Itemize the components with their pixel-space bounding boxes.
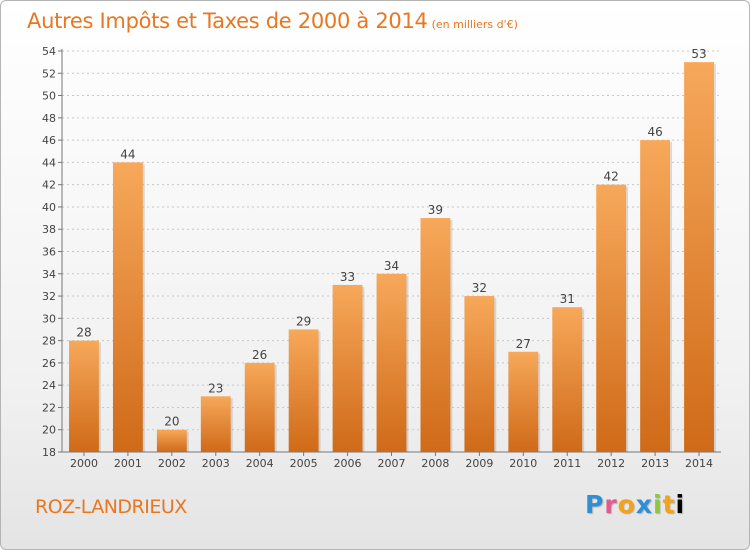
y-tick-label: 34 bbox=[42, 268, 56, 281]
y-tick-label: 20 bbox=[42, 424, 56, 437]
y-tick-label: 22 bbox=[42, 401, 56, 414]
x-tick-label: 2014 bbox=[685, 457, 713, 470]
bar-value-label: 46 bbox=[647, 125, 662, 139]
y-tick-label: 48 bbox=[42, 112, 56, 125]
bar-value-label: 53 bbox=[691, 47, 706, 61]
bar bbox=[420, 218, 451, 452]
bar bbox=[112, 162, 143, 452]
y-tick-label: 18 bbox=[42, 446, 56, 459]
y-tick-label: 28 bbox=[42, 335, 56, 348]
bar-value-label: 39 bbox=[428, 203, 443, 217]
bar-value-label: 31 bbox=[560, 292, 575, 306]
y-tick-label: 44 bbox=[42, 156, 56, 169]
y-tick-label: 24 bbox=[42, 379, 56, 392]
bar bbox=[332, 284, 363, 452]
bar bbox=[684, 62, 714, 453]
y-tick-label: 54 bbox=[42, 45, 56, 58]
bar-value-label: 23 bbox=[208, 381, 223, 395]
bar bbox=[69, 340, 99, 452]
bar-value-label: 20 bbox=[164, 415, 179, 429]
commune-name: ROZ-LANDRIEUX bbox=[35, 496, 187, 518]
chart-title: Autres Impôts et Taxes de 2000 à 2014 (en… bbox=[27, 9, 518, 33]
bar bbox=[200, 396, 231, 452]
x-tick-label: 2011 bbox=[553, 457, 581, 470]
x-tick-label: 2012 bbox=[597, 457, 625, 470]
bar-value-label: 42 bbox=[604, 170, 619, 184]
chart-title-text: Autres Impôts et Taxes de 2000 à 2014 bbox=[27, 9, 428, 33]
bar bbox=[288, 329, 319, 452]
y-tick-label: 50 bbox=[42, 90, 56, 103]
x-tick-label: 2002 bbox=[158, 457, 186, 470]
bar-value-label: 29 bbox=[296, 314, 311, 328]
bar-value-label: 32 bbox=[472, 281, 487, 295]
bar bbox=[156, 429, 187, 452]
x-tick-label: 2013 bbox=[641, 457, 669, 470]
x-tick-label: 2010 bbox=[509, 457, 537, 470]
bar bbox=[464, 296, 495, 452]
bar-value-label: 33 bbox=[340, 270, 355, 284]
y-tick-label: 30 bbox=[42, 312, 56, 325]
x-tick-label: 2005 bbox=[290, 457, 318, 470]
bar bbox=[596, 184, 627, 452]
proxiti-logo: Proxiti bbox=[585, 490, 686, 519]
y-tick-label: 26 bbox=[42, 357, 56, 370]
bar-value-label: 26 bbox=[252, 348, 267, 362]
y-tick-label: 42 bbox=[42, 179, 56, 192]
y-tick-label: 32 bbox=[42, 290, 56, 303]
bar bbox=[376, 273, 407, 452]
bar bbox=[508, 351, 539, 452]
chart-subtitle: (en milliers d'€) bbox=[431, 18, 518, 31]
bar bbox=[640, 140, 671, 452]
x-tick-label: 2004 bbox=[246, 457, 274, 470]
x-tick-label: 2003 bbox=[202, 457, 230, 470]
x-tick-label: 2009 bbox=[465, 457, 493, 470]
y-tick-label: 46 bbox=[42, 134, 56, 147]
bar-value-label: 34 bbox=[384, 259, 399, 273]
bar bbox=[244, 362, 275, 452]
x-tick-label: 2006 bbox=[334, 457, 362, 470]
y-tick-label: 52 bbox=[42, 67, 56, 80]
bar-value-label: 44 bbox=[120, 147, 135, 161]
x-tick-label: 2000 bbox=[70, 457, 98, 470]
y-tick-label: 36 bbox=[42, 246, 56, 259]
bar-value-label: 27 bbox=[516, 337, 531, 351]
y-tick-label: 38 bbox=[42, 223, 56, 236]
x-tick-label: 2008 bbox=[421, 457, 449, 470]
y-tick-label: 40 bbox=[42, 201, 56, 214]
bar bbox=[552, 307, 583, 452]
x-tick-label: 2007 bbox=[378, 457, 406, 470]
bar-value-label: 28 bbox=[76, 326, 91, 340]
x-tick-label: 2001 bbox=[114, 457, 142, 470]
